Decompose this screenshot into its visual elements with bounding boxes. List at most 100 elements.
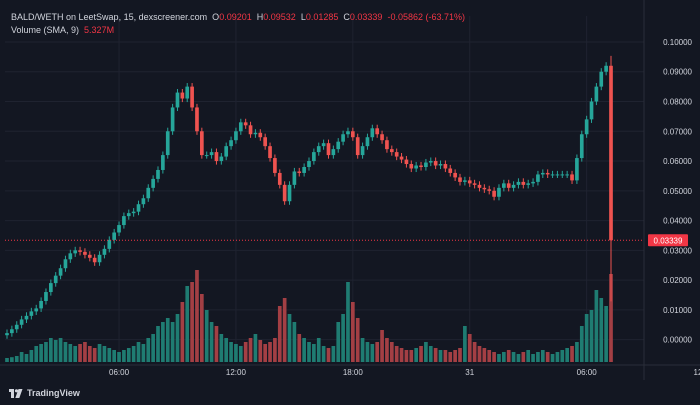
volume-bar	[526, 350, 531, 362]
volume-bar	[351, 302, 355, 362]
candle-body	[258, 132, 263, 138]
candle-body	[360, 146, 365, 156]
candle-body	[346, 131, 350, 135]
volume-bar	[579, 326, 584, 362]
volume-bar	[492, 352, 496, 362]
candle-body	[263, 137, 267, 147]
volume-bar	[5, 358, 9, 362]
candle-body	[599, 71, 604, 87]
candle-body	[87, 254, 92, 258]
candle-body	[282, 184, 287, 202]
volume-bar	[151, 334, 155, 362]
legend-sep-2: ,	[133, 12, 139, 22]
candle-body	[297, 171, 302, 173]
candle-body	[112, 232, 116, 240]
candle-body	[565, 174, 569, 176]
candle-body	[229, 140, 233, 147]
volume-bar	[92, 348, 97, 362]
candle-body	[146, 187, 151, 199]
candle-body	[316, 146, 321, 153]
candle-body	[29, 311, 34, 316]
candle-body	[555, 174, 560, 176]
candle-body	[482, 187, 487, 190]
volume-bar	[336, 322, 341, 362]
legend-open: 0.09201	[219, 12, 252, 22]
candle-body	[389, 149, 394, 153]
legend-high: 0.09532	[263, 12, 296, 22]
volume-bar	[419, 346, 423, 362]
volume-bar	[458, 348, 462, 362]
price-axis[interactable]: 0.10000 0.09000 0.08000 0.07000 0.06000 0.050…	[663, 38, 692, 345]
candle-body	[34, 308, 39, 312]
volume-value: 5.327M	[84, 25, 115, 35]
volume-bar	[24, 354, 29, 362]
candle-body	[214, 152, 219, 162]
candle-body	[136, 204, 141, 212]
candle-body	[68, 253, 73, 260]
volume-bar	[570, 346, 574, 362]
candle-body	[433, 161, 438, 166]
volume-bar	[443, 350, 448, 362]
candle-body	[200, 131, 204, 156]
volume-bar	[511, 352, 516, 362]
volume-bar	[156, 326, 160, 362]
volume-bar	[453, 350, 457, 362]
legend-close: 0.03339	[349, 12, 383, 22]
candle-body	[122, 216, 126, 226]
volume-bar	[200, 294, 204, 362]
volume-bar	[175, 314, 180, 362]
volume-bar	[170, 322, 175, 362]
volume-bar	[263, 344, 267, 362]
volume-bar	[53, 340, 58, 362]
price-tick-label: 0.09000	[663, 68, 692, 77]
price-tick-label: 0.06000	[663, 157, 692, 166]
candle-body	[141, 198, 146, 205]
volume-bar	[399, 348, 404, 362]
candle-body	[404, 159, 409, 165]
volume-bar	[477, 346, 482, 362]
volume-bar	[49, 338, 53, 362]
volume-bar	[609, 274, 613, 362]
volume-bar	[389, 342, 394, 362]
time-axis[interactable]: 06:00 12:00 18:00 31 06:00 12:00	[109, 368, 700, 377]
tradingview-logo[interactable]: TradingView	[9, 388, 80, 398]
candle-body	[375, 128, 380, 135]
volume-bar	[321, 346, 326, 362]
volume-bar	[83, 342, 87, 362]
volume-bar	[341, 314, 345, 362]
volume-bar	[209, 322, 214, 362]
volume-bar	[380, 330, 384, 362]
candle-body	[540, 172, 545, 175]
volume-bar	[355, 318, 360, 362]
candle-body	[589, 101, 594, 120]
candle-body	[224, 146, 229, 157]
candle-body	[5, 333, 9, 336]
candle-body	[238, 122, 243, 132]
candle-body	[277, 172, 282, 185]
volume-bar	[73, 346, 78, 362]
candle-body	[312, 152, 316, 162]
candle-body	[14, 324, 19, 330]
candle-body	[428, 161, 433, 163]
candle-body	[414, 165, 418, 169]
legend-source: dexscreener.com	[138, 12, 208, 22]
volume-bar	[248, 338, 253, 362]
volume-bar	[161, 322, 165, 362]
volume-bar	[63, 342, 68, 362]
candle-body	[419, 165, 423, 167]
price-tick-label: 0.07000	[663, 127, 692, 136]
candle-body	[502, 183, 506, 188]
candle-body	[117, 225, 121, 233]
legend-low: 0.01285	[305, 12, 339, 22]
candle-body	[536, 174, 540, 182]
candle-body	[365, 137, 370, 147]
volume-bar	[219, 334, 224, 362]
volume-bar	[326, 348, 331, 362]
candle-body	[302, 166, 306, 173]
candle-body	[49, 283, 53, 293]
volume-bar	[589, 310, 594, 362]
candle-body	[63, 259, 68, 269]
volume-bar	[292, 322, 297, 362]
candle-body	[487, 189, 492, 191]
